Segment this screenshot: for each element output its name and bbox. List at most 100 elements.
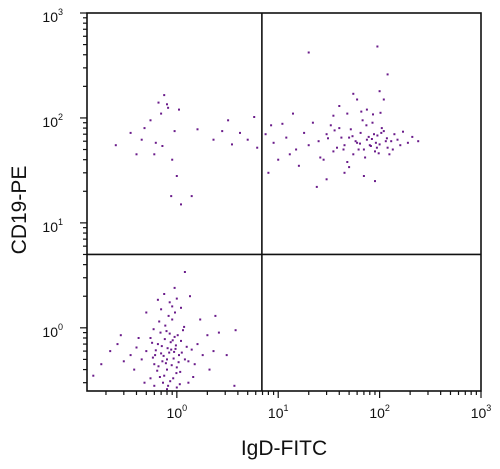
- data-point: [336, 146, 338, 149]
- data-point: [166, 103, 168, 106]
- data-point: [185, 345, 188, 348]
- data-point: [378, 143, 381, 146]
- data-point: [288, 153, 291, 156]
- data-point: [239, 131, 241, 134]
- data-point: [406, 141, 409, 144]
- data-point: [183, 358, 186, 361]
- data-point: [368, 144, 371, 147]
- data-point: [163, 374, 166, 377]
- data-point: [221, 130, 224, 133]
- data-point: [281, 122, 284, 125]
- data-point: [190, 348, 193, 351]
- data-point: [359, 131, 362, 134]
- y-tick-label: 102: [42, 112, 63, 130]
- y-tick-label: 103: [42, 7, 63, 25]
- data-point: [333, 129, 336, 132]
- data-point: [116, 343, 119, 346]
- data-point: [317, 140, 320, 143]
- data-point: [217, 331, 220, 334]
- data-point: [170, 195, 173, 198]
- data-point: [167, 384, 170, 387]
- data-point: [153, 153, 156, 156]
- data-point: [154, 354, 157, 357]
- data-point: [295, 148, 298, 151]
- data-point: [173, 350, 176, 353]
- data-point: [231, 143, 233, 146]
- data-point: [208, 368, 211, 371]
- data-point: [149, 377, 152, 380]
- data-point: [175, 175, 178, 177]
- data-point: [256, 146, 259, 149]
- data-point: [270, 124, 273, 127]
- data-point: [322, 158, 325, 161]
- data-point: [145, 350, 148, 353]
- data-point: [109, 350, 112, 353]
- data-point: [176, 334, 179, 337]
- data-point: [152, 328, 155, 331]
- data-point: [180, 351, 183, 354]
- data-point: [129, 131, 132, 134]
- data-point: [343, 171, 346, 174]
- data-point: [163, 293, 166, 295]
- data-point: [175, 297, 178, 300]
- data-point: [372, 113, 374, 116]
- data-point: [292, 112, 294, 115]
- data-point: [342, 148, 345, 151]
- data-point: [92, 374, 95, 377]
- data-point: [354, 140, 357, 143]
- data-point: [348, 136, 351, 139]
- data-point: [187, 360, 190, 363]
- data-point: [143, 127, 146, 130]
- data-point: [180, 203, 182, 206]
- data-point: [180, 339, 182, 342]
- data-point: [396, 138, 399, 141]
- data-point: [140, 358, 143, 361]
- data-point: [233, 384, 236, 387]
- data-point: [156, 369, 159, 372]
- data-point: [161, 145, 164, 147]
- data-point: [160, 308, 163, 311]
- data-point: [135, 346, 138, 349]
- data-point: [362, 175, 365, 177]
- data-point: [385, 137, 388, 140]
- data-point: [351, 135, 354, 138]
- data-point: [158, 376, 161, 378]
- data-point: [161, 360, 164, 363]
- data-point: [164, 362, 167, 365]
- data-point: [160, 112, 163, 115]
- data-point: [376, 45, 379, 48]
- data-point: [175, 366, 178, 369]
- data-point: [365, 108, 368, 111]
- data-point: [365, 138, 368, 141]
- data-point: [154, 349, 157, 352]
- y-axis-label: CD19-PE: [8, 166, 31, 255]
- data-point: [149, 337, 152, 339]
- data-point: [165, 330, 168, 333]
- x-axis: 100 101 102 103: [105, 391, 492, 421]
- data-point: [362, 148, 365, 151]
- data-point: [171, 318, 174, 321]
- data-point: [173, 286, 176, 289]
- data-point: [172, 357, 175, 360]
- data-point: [277, 158, 280, 161]
- x-tick-label: 103: [471, 403, 492, 421]
- y-tick-label: 101: [42, 217, 63, 235]
- data-point: [386, 146, 389, 149]
- x-axis-label: IgD-FITC: [241, 437, 327, 460]
- data-point: [319, 156, 322, 159]
- data-point: [206, 334, 209, 337]
- data-point: [187, 381, 190, 384]
- data-point: [365, 124, 368, 127]
- data-point: [137, 337, 140, 339]
- data-point: [168, 351, 171, 354]
- data-point: [285, 136, 288, 139]
- data-point: [357, 148, 360, 151]
- data-point: [227, 119, 230, 122]
- data-point: [338, 105, 341, 107]
- data-point: [364, 156, 367, 159]
- data-point: [329, 124, 332, 127]
- data-point: [170, 364, 173, 367]
- data-point: [167, 106, 170, 109]
- data-point: [178, 354, 180, 357]
- data-point: [212, 138, 215, 141]
